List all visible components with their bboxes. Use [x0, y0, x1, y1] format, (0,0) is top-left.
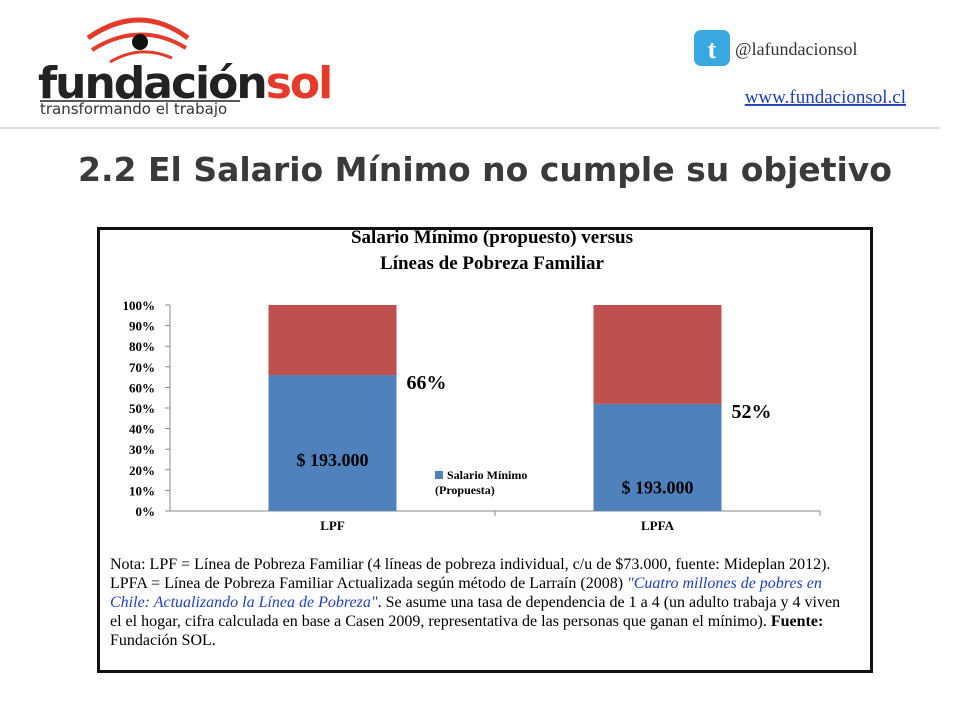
y-tick-label: 80%	[129, 339, 155, 354]
logo-arc	[109, 50, 173, 64]
note-text: . Se asume una tasa de dependencia de 1 …	[110, 594, 841, 630]
chart-frame	[97, 227, 873, 673]
note: Nota: LPF = Línea de Pobreza Familiar (4…	[110, 555, 850, 650]
bar-text: $ 193.000	[622, 477, 694, 497]
bar-segment	[268, 375, 397, 511]
logo-arc	[86, 17, 190, 41]
y-tick-label: 100%	[123, 298, 156, 313]
y-tick-label: 0%	[136, 504, 156, 519]
note-text: Nota: LPF = Línea de Pobreza Familiar (4…	[110, 556, 831, 592]
slide-title: 2.2 El Salario Mínimo no cumple su objet…	[78, 150, 892, 189]
x-tick-label: LPF	[320, 518, 345, 533]
chart-title: Salario Mínimo (propuesto) versus	[351, 227, 633, 248]
bar-segment	[593, 305, 722, 404]
logo-eye	[132, 34, 148, 50]
y-tick-label: 30%	[129, 442, 155, 457]
website-link[interactable]: www.fundacionsol.cl	[745, 87, 906, 108]
bar-segment	[593, 403, 722, 511]
y-tick-label: 10%	[129, 483, 155, 498]
logo-name: sol	[266, 58, 332, 109]
chart-title: Líneas de Pobreza Familiar	[380, 253, 604, 274]
bar-text: $ 193.000	[297, 450, 369, 470]
y-tick-label: 70%	[129, 360, 155, 375]
note-text: Fundación SOL.	[110, 632, 216, 649]
x-tick-label: LPFA	[641, 518, 675, 533]
header: fundaciónsol transformando el trabajo t …	[0, 17, 940, 129]
note-text: "Cuatro millones de pobres en Chile: Act…	[110, 575, 822, 611]
legend: Salario Mínimo (Propuesta)	[435, 468, 565, 498]
chart: Salario Mínimo (propuesto) versus Líneas…	[123, 227, 821, 533]
bar-segment	[268, 305, 397, 376]
twitter-icon	[694, 30, 730, 66]
legend-swatch	[435, 471, 443, 479]
legend-label: Salario Mínimo (Propuesta)	[435, 468, 528, 497]
y-tick-label: 20%	[129, 463, 155, 478]
y-tick-label: 40%	[129, 422, 155, 437]
y-tick-label: 50%	[129, 401, 155, 416]
twitter-handle: @lafundacionsol	[735, 39, 858, 59]
value-label: 66%	[407, 372, 447, 394]
note-text: Fuente:	[770, 613, 824, 630]
twitter-glyph: t	[708, 35, 717, 64]
y-tick-label: 90%	[129, 319, 155, 334]
y-tick-label: 60%	[129, 380, 155, 395]
value-label: 52%	[732, 401, 772, 423]
logo-tagline: transformando el trabajo	[40, 100, 227, 118]
